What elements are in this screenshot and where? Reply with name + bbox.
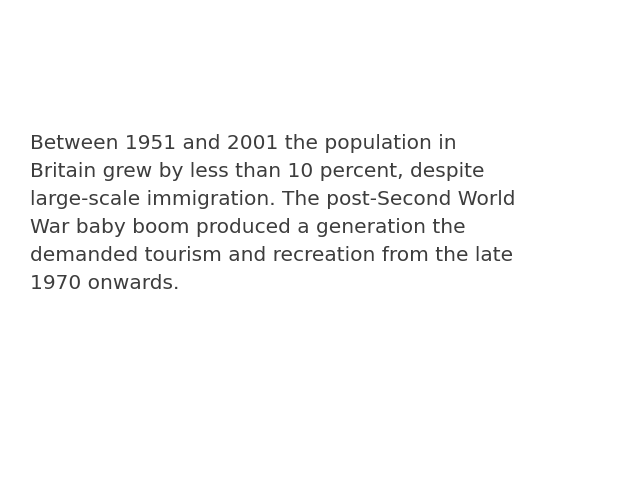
Text: Between 1951 and 2001 the population in
Britain grew by less than 10 percent, de: Between 1951 and 2001 the population in … (30, 134, 516, 293)
